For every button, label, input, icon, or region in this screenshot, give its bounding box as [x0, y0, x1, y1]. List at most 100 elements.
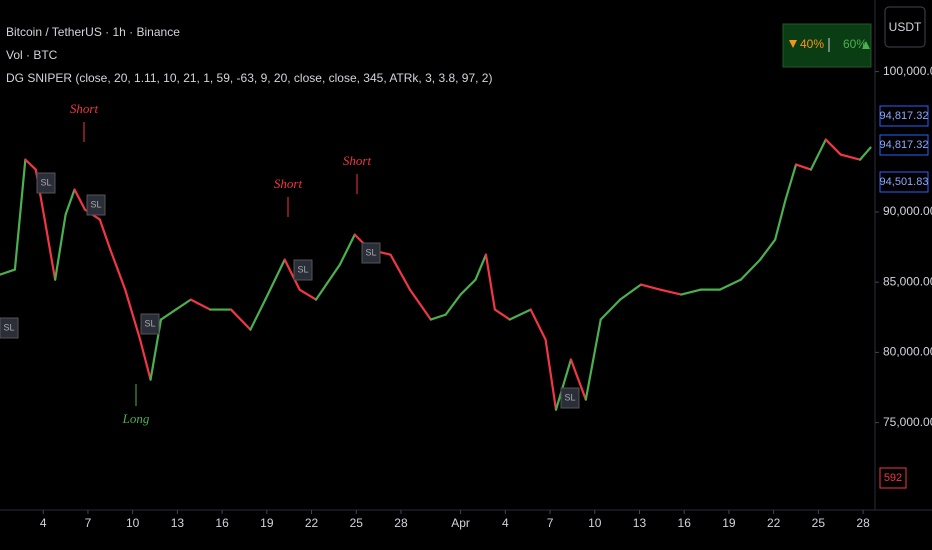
- price-segment: [484, 253, 496, 311]
- price-segment: [659, 288, 683, 296]
- price-segment: [429, 313, 447, 321]
- x-tick-label: 16: [215, 516, 229, 530]
- sl-box: [293, 259, 313, 281]
- price-segment: [493, 308, 511, 321]
- price-segment: [43, 218, 57, 281]
- price-segment: [54, 213, 67, 281]
- price-tag: [879, 171, 929, 193]
- x-tick-label: Apr: [451, 516, 470, 530]
- x-tick-label: 13: [171, 516, 185, 530]
- price-segment: [298, 288, 318, 301]
- bullish-percent: 60%: [843, 37, 867, 51]
- price-segment: [159, 308, 177, 321]
- price-segment: [554, 358, 573, 411]
- y-tick-label: 90,000.00: [883, 204, 932, 218]
- price-segment: [73, 188, 87, 211]
- price-tag-label: 94,817.32: [880, 110, 929, 122]
- price-segment: [529, 308, 547, 341]
- price-segment: [13, 158, 27, 271]
- price-segment: [98, 218, 112, 251]
- price-segment: [544, 338, 558, 411]
- y-tick-label: 100,000.00: [883, 64, 932, 78]
- price-segment: [774, 198, 787, 241]
- price-tag-label: 94,817.32: [880, 139, 929, 151]
- price-segment: [584, 318, 602, 401]
- signal-label: Short: [274, 176, 303, 191]
- sl-label: SL: [40, 177, 51, 187]
- sl-label: SL: [564, 392, 575, 402]
- currency-label[interactable]: USDT: [889, 20, 922, 34]
- volume-tag-label: 592: [884, 472, 902, 484]
- sentiment-widget: [782, 23, 872, 68]
- sl-box: [140, 313, 160, 335]
- chart-title: Bitcoin / TetherUS · 1h · Binance: [6, 25, 180, 39]
- price-segment: [474, 253, 488, 281]
- price-segment: [64, 188, 76, 216]
- sl-label: SL: [144, 318, 155, 328]
- price-tag: [879, 105, 929, 127]
- price-segment: [0, 268, 17, 276]
- x-tick-label: 16: [678, 516, 692, 530]
- price-segment: [444, 293, 462, 316]
- indicator-legend: DG SNIPER (close, 20, 1.11, 10, 21, 1, 5…: [6, 71, 492, 85]
- y-tick-label: 85,000.00: [883, 274, 932, 288]
- down-arrow: [789, 40, 797, 48]
- x-tick-label: 4: [40, 516, 47, 530]
- price-segment: [759, 238, 777, 261]
- price-segment: [139, 338, 152, 381]
- price-segment: [824, 138, 842, 156]
- currency-button[interactable]: [884, 6, 926, 48]
- price-segment: [639, 283, 662, 291]
- x-tick-label: 25: [350, 516, 364, 530]
- x-tick-label: 28: [856, 516, 870, 530]
- price-segment: [174, 298, 192, 311]
- sl-box: [36, 172, 56, 194]
- price-segment: [24, 158, 37, 171]
- price-segment: [784, 163, 798, 201]
- signal-label: Short: [343, 153, 372, 168]
- price-segment: [408, 288, 432, 321]
- x-tick-label: 10: [588, 516, 602, 530]
- price-segment: [794, 163, 813, 171]
- price-segment: [599, 298, 622, 321]
- price-segment: [739, 258, 762, 281]
- x-tick-label: 25: [812, 516, 826, 530]
- price-tag: [879, 134, 929, 156]
- sl-box: [361, 242, 381, 264]
- x-tick-label: 7: [85, 516, 92, 530]
- price-segment: [680, 288, 702, 296]
- sl-label: SL: [297, 264, 308, 274]
- sl-box: [86, 194, 106, 216]
- price-segment: [314, 263, 341, 301]
- signal-label: Short: [70, 101, 99, 116]
- sl-label: SL: [90, 199, 101, 209]
- price-segment: [283, 258, 301, 291]
- price-segment: [839, 153, 862, 161]
- sl-box: [0, 317, 19, 339]
- signal-label: Long: [122, 411, 150, 426]
- y-tick-label: 80,000.00: [883, 345, 932, 359]
- price-segment: [569, 358, 587, 401]
- volume-legend: Vol · BTC: [6, 48, 58, 62]
- up-arrow: [862, 41, 870, 49]
- sl-label: SL: [365, 247, 376, 257]
- price-segment: [338, 233, 356, 266]
- price-segment: [189, 298, 212, 311]
- bearish-percent: 40%: [800, 37, 824, 51]
- y-tick-label: 75,000.00: [883, 415, 932, 429]
- price-segment: [508, 308, 532, 321]
- price-segment: [109, 248, 127, 291]
- price-segment: [249, 298, 267, 331]
- price-segment: [858, 146, 872, 161]
- x-tick-label: 19: [260, 516, 274, 530]
- price-segment: [619, 283, 643, 301]
- price-segment: [264, 258, 286, 301]
- price-segment: [229, 308, 252, 331]
- x-tick-label: 19: [722, 516, 736, 530]
- x-tick-label: 4: [502, 516, 509, 530]
- x-tick-label: 13: [633, 516, 647, 530]
- volume-tag: [879, 467, 907, 489]
- sl-label: SL: [3, 322, 14, 332]
